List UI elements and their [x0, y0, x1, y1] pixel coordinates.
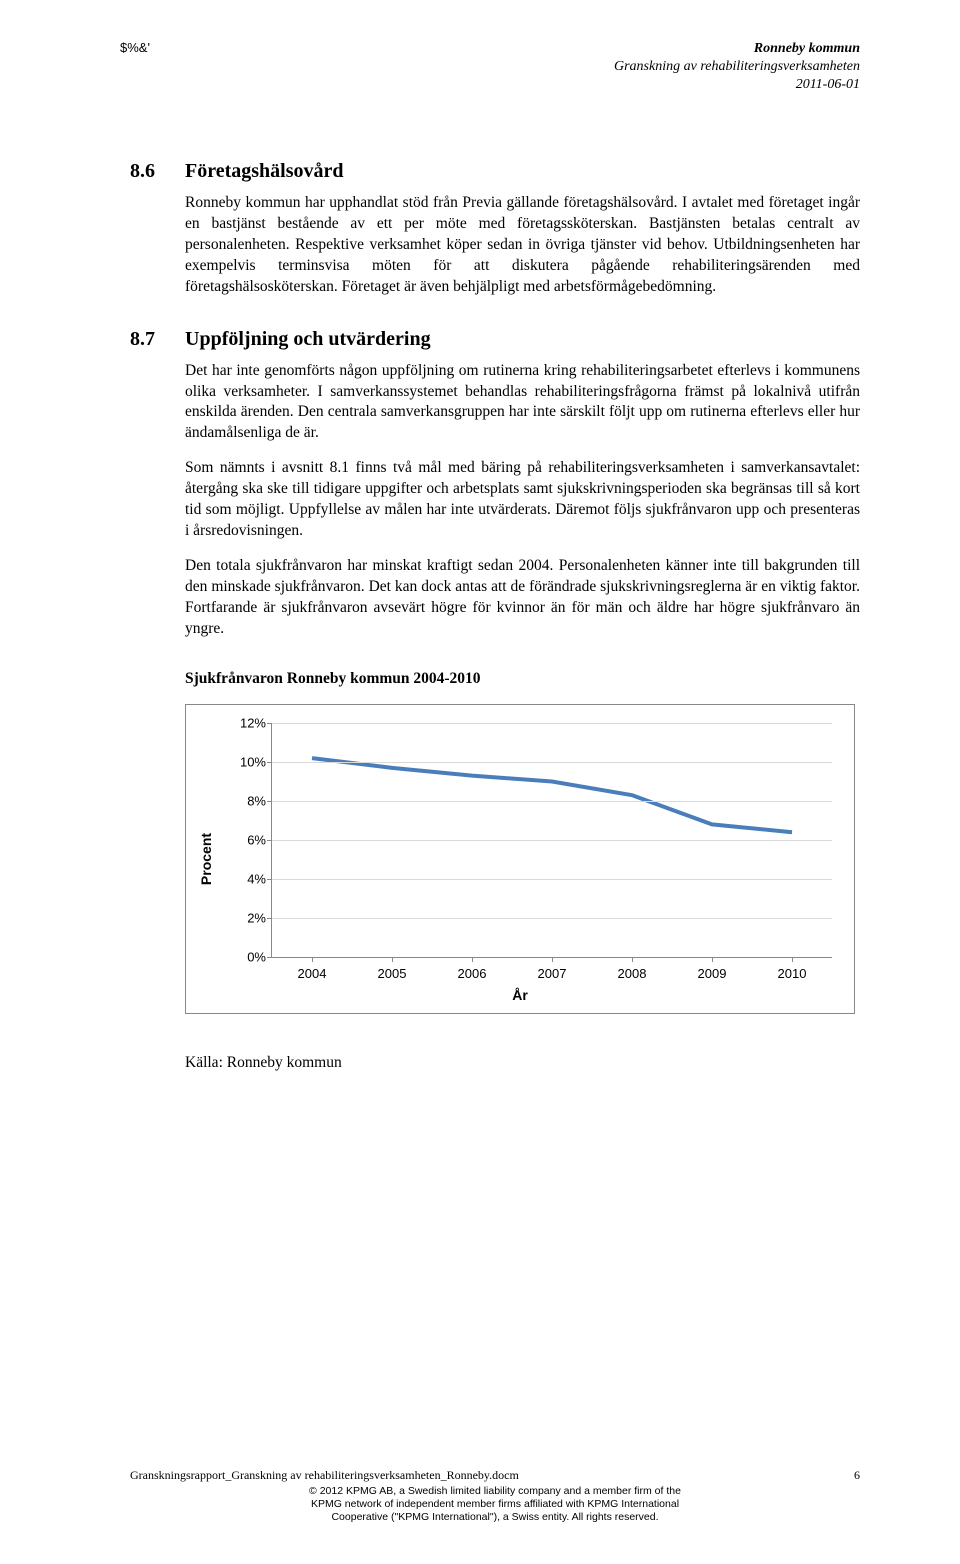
chart-gridline	[272, 879, 832, 880]
chart-ytick-mark	[267, 801, 272, 802]
header-date: 2011-06-01	[614, 76, 860, 94]
plot-area: 0%2%4%6%8%10%12%200420052006200720082009…	[271, 723, 832, 958]
section-87: 8.7 Uppföljning och utvärdering Det har …	[130, 328, 860, 640]
footer-copyright-3: Cooperative ("KPMG International"), a Sw…	[130, 1511, 860, 1524]
chart-ytick-mark	[267, 879, 272, 880]
header-top-left: $%&'	[120, 40, 150, 55]
chart-xtick-label: 2010	[778, 966, 807, 981]
page-header: Ronneby kommun Granskning av rehabiliter…	[614, 40, 860, 95]
section-86-title: Företagshälsovård	[185, 160, 344, 183]
chart-ytick-mark	[267, 918, 272, 919]
section-87-heading: 8.7 Uppföljning och utvärdering	[130, 328, 860, 351]
section-87-num: 8.7	[130, 328, 185, 351]
chart-ytick-label: 6%	[230, 832, 266, 847]
section-87-p1: Det har inte genomförts någon uppföljnin…	[185, 361, 860, 445]
chart-xtick-mark	[472, 957, 473, 962]
section-87-p2: Som nämnts i avsnitt 8.1 finns två mål m…	[185, 458, 860, 542]
chart-xtick-label: 2008	[618, 966, 647, 981]
header-subtitle: Granskning av rehabiliteringsverksamhete…	[614, 58, 860, 76]
section-86-heading: 8.6 Företagshälsovård	[130, 160, 860, 183]
chart-ytick-label: 8%	[230, 793, 266, 808]
chart-ytick-mark	[267, 762, 272, 763]
chart-ytick-label: 10%	[230, 754, 266, 769]
chart-xtick-label: 2009	[698, 966, 727, 981]
chart-xtick-mark	[552, 957, 553, 962]
footer-pagenum: 6	[854, 1468, 860, 1483]
footer-docline: Granskningsrapport_Granskning av rehabil…	[130, 1468, 860, 1483]
section-86-body: Ronneby kommun har upphandlat stöd från …	[185, 193, 860, 298]
footer-docname: Granskningsrapport_Granskning av rehabil…	[130, 1468, 519, 1483]
chart-ytick-label: 0%	[230, 949, 266, 964]
section-87-body: Det har inte genomförts någon uppföljnin…	[185, 361, 860, 640]
chart-xtick-mark	[712, 957, 713, 962]
chart-xtick-label: 2007	[538, 966, 567, 981]
footer-copyright-1: © 2012 KPMG AB, a Swedish limited liabil…	[130, 1485, 860, 1498]
section-86-p1: Ronneby kommun har upphandlat stöd från …	[185, 193, 860, 298]
footer-copyright-2: KPMG network of independent member firms…	[130, 1498, 860, 1511]
chart-ylabel: Procent	[198, 833, 214, 885]
chart-xtick-mark	[792, 957, 793, 962]
chart-xtick-mark	[392, 957, 393, 962]
chart-ytick-mark	[267, 840, 272, 841]
page-footer: Granskningsrapport_Granskning av rehabil…	[130, 1468, 860, 1524]
chart-xtick-label: 2006	[458, 966, 487, 981]
chart-gridline	[272, 723, 832, 724]
chart-ytick-label: 4%	[230, 871, 266, 886]
chart-plot: 0%2%4%6%8%10%12%200420052006200720082009…	[271, 723, 832, 958]
chart-container: Procent År 0%2%4%6%8%10%12%2004200520062…	[185, 704, 855, 1014]
chart-xlabel: År	[512, 987, 528, 1003]
section-86: 8.6 Företagshälsovård Ronneby kommun har…	[130, 160, 860, 298]
chart-ytick-label: 12%	[230, 715, 266, 730]
chart-gridline	[272, 801, 832, 802]
section-86-num: 8.6	[130, 160, 185, 183]
chart-xtick-mark	[312, 957, 313, 962]
section-87-title: Uppföljning och utvärdering	[185, 328, 431, 351]
header-title: Ronneby kommun	[614, 40, 860, 58]
chart-gridline	[272, 918, 832, 919]
chart-gridline	[272, 840, 832, 841]
chart-source: Källa: Ronneby kommun	[185, 1054, 860, 1072]
chart-ytick-mark	[267, 723, 272, 724]
chart-ytick-label: 2%	[230, 910, 266, 925]
document-body: 8.6 Företagshälsovård Ronneby kommun har…	[130, 160, 860, 1072]
chart-xtick-label: 2005	[378, 966, 407, 981]
chart-ytick-mark	[267, 957, 272, 958]
chart-xtick-mark	[632, 957, 633, 962]
chart-xtick-label: 2004	[298, 966, 327, 981]
section-87-p3: Den totala sjukfrånvaron har minskat kra…	[185, 556, 860, 640]
chart-line	[312, 758, 792, 832]
chart-title: Sjukfrånvaron Ronneby kommun 2004-2010	[185, 670, 860, 688]
chart-gridline	[272, 762, 832, 763]
